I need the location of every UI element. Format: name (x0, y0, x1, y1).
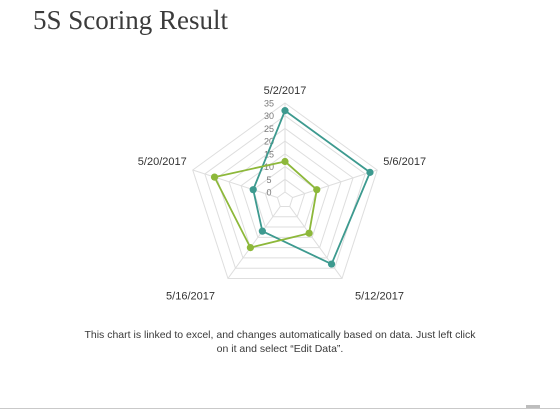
series-1-point (366, 168, 374, 176)
grid-spoke (292, 169, 378, 199)
series-1-line (252, 109, 371, 265)
tick-label: 0 (266, 188, 271, 198)
grid-ring (240, 153, 330, 238)
grid-ring (192, 102, 378, 279)
category-label: 5/16/2017 (166, 290, 215, 302)
grid-spoke (289, 206, 343, 279)
series-2-line (213, 160, 318, 249)
grid-ring (228, 140, 342, 249)
grid-ring (204, 115, 366, 269)
series-1-point (281, 107, 289, 115)
category-label: 5/6/2017 (383, 156, 426, 168)
series-1-point (249, 186, 257, 194)
tick-label: 20 (264, 137, 274, 147)
grid-ring (216, 127, 354, 259)
grid-spoke (192, 169, 278, 199)
tick-label: 5 (266, 175, 271, 185)
series-1-point (327, 260, 336, 268)
tick-label: 10 (264, 162, 274, 172)
series-2-point (305, 229, 313, 237)
series-1-point (258, 227, 266, 235)
grid-ring (276, 191, 294, 207)
caption-line-1: This chart is linked to excel, and chang… (84, 329, 476, 341)
chart-caption: This chart is linked to excel, and chang… (60, 328, 500, 356)
series-2-point (210, 173, 219, 181)
footer-tab (526, 405, 540, 408)
series-2-point (281, 157, 289, 166)
slide-title: 5S Scoring Result (33, 5, 229, 35)
tick-label: 25 (264, 124, 274, 134)
series-2-point (313, 186, 321, 194)
grid-spoke (227, 206, 281, 279)
radar-chart[interactable]: 0 5 10 15 20 25 30 35 5/2/2017 5/6/2017 5/12/2017 5… (0, 0, 560, 320)
tick-label: 15 (264, 149, 274, 159)
category-label: 5/2/2017 (264, 85, 307, 97)
series-2-point (246, 244, 255, 252)
tick-label: 30 (264, 111, 274, 121)
footer-divider (0, 408, 560, 409)
category-label: 5/12/2017 (355, 290, 404, 302)
tick-label: 35 (264, 99, 274, 109)
category-label: 5/20/2017 (138, 156, 187, 168)
grid-ring (264, 178, 306, 218)
caption-line-2: on it and select “Edit Data”. (216, 343, 344, 355)
